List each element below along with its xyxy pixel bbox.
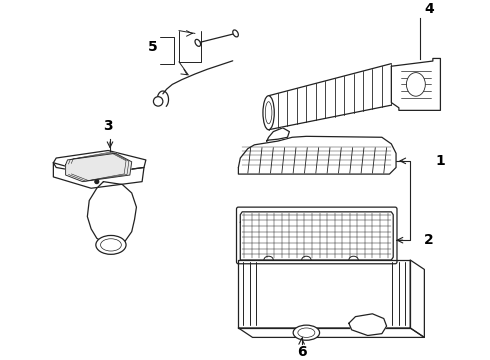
Polygon shape (66, 153, 132, 182)
Polygon shape (410, 260, 424, 337)
Polygon shape (349, 314, 387, 336)
Ellipse shape (96, 235, 126, 254)
Polygon shape (267, 128, 290, 141)
Polygon shape (269, 64, 392, 130)
Polygon shape (239, 136, 396, 174)
Ellipse shape (195, 39, 200, 46)
Polygon shape (53, 163, 144, 188)
Text: 2: 2 (424, 233, 434, 247)
Polygon shape (239, 260, 410, 328)
Text: 6: 6 (297, 345, 306, 359)
Polygon shape (53, 150, 146, 174)
Text: 4: 4 (424, 3, 434, 17)
Text: 5: 5 (147, 40, 157, 54)
Polygon shape (392, 58, 441, 111)
Polygon shape (87, 182, 136, 245)
Ellipse shape (265, 102, 272, 124)
Ellipse shape (263, 96, 274, 130)
Ellipse shape (293, 325, 319, 340)
Circle shape (95, 180, 98, 184)
Polygon shape (239, 328, 424, 337)
Ellipse shape (100, 239, 122, 251)
Polygon shape (240, 212, 393, 260)
Circle shape (153, 97, 163, 106)
Ellipse shape (233, 30, 238, 37)
Ellipse shape (406, 73, 425, 96)
Text: 3: 3 (103, 120, 113, 134)
Ellipse shape (298, 328, 315, 337)
Text: 1: 1 (436, 154, 445, 168)
